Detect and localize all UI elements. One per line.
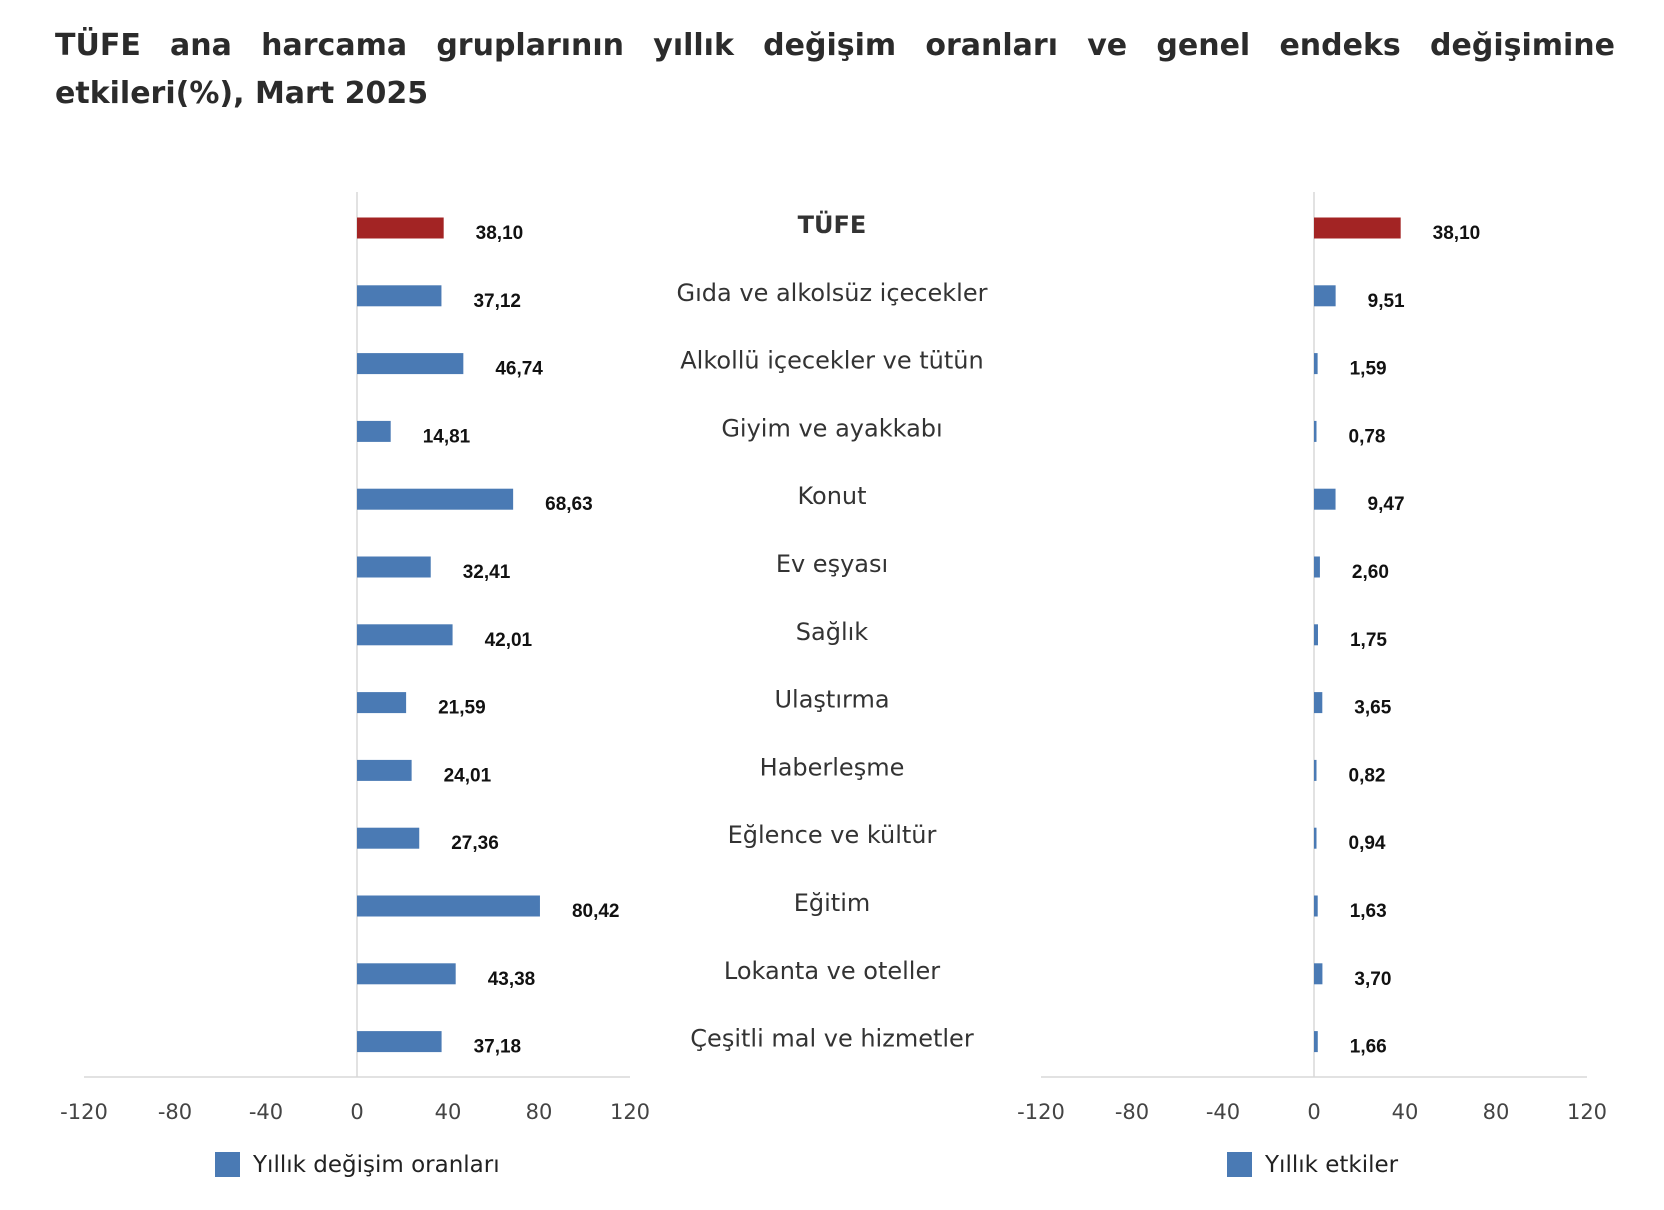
bar: [357, 963, 456, 985]
category-label: Çeşitli mal ve hizmetler: [690, 1025, 974, 1053]
data-label: 9,51: [1368, 291, 1405, 312]
data-label: 1,75: [1350, 630, 1387, 651]
bar: [1314, 624, 1318, 646]
legend-swatch: [1227, 1152, 1252, 1177]
category-label: TÜFE: [798, 209, 867, 239]
data-label: 2,60: [1352, 562, 1389, 583]
bar: [357, 759, 412, 781]
category-label: Sağlık: [796, 618, 869, 646]
category-label: Gıda ve alkolsüz içecekler: [677, 279, 988, 307]
x-tick-label: -120: [1017, 1100, 1065, 1124]
category-label: Lokanta ve oteller: [724, 957, 940, 985]
bar: [357, 353, 464, 375]
bar: [1314, 759, 1317, 781]
category-label: Giyim ve ayakkabı: [721, 414, 942, 442]
data-label: 38,10: [476, 223, 524, 244]
bar: [1314, 692, 1323, 714]
data-label: 0,94: [1349, 833, 1386, 854]
bar: [1314, 556, 1320, 578]
category-label: Haberleşme: [760, 753, 905, 781]
data-label: 46,74: [495, 359, 543, 380]
bar: [357, 420, 391, 442]
data-label: 27,36: [451, 833, 499, 854]
data-label: 68,63: [545, 494, 593, 515]
data-label: 1,66: [1350, 1037, 1387, 1058]
category-label: Alkollü içecekler ve tütün: [680, 347, 983, 375]
bar: [1314, 895, 1318, 917]
category-label: Konut: [797, 482, 866, 510]
chart-title: TÜFE ana harcama gruplarının yıllık deği…: [55, 28, 1615, 111]
legend-label: Yıllık değişim oranları: [252, 1152, 500, 1178]
category-label: Ev eşyası: [776, 550, 888, 578]
bar: [1314, 353, 1318, 375]
data-label: 0,82: [1349, 765, 1386, 786]
bar: [357, 1031, 442, 1053]
bar-tufe: [357, 217, 444, 239]
category-label: Eğitim: [794, 889, 871, 917]
data-label: 3,65: [1354, 698, 1391, 719]
data-label: 24,01: [444, 765, 492, 786]
data-label: 37,18: [474, 1037, 522, 1058]
data-label: 21,59: [438, 698, 486, 719]
data-label: 9,47: [1368, 494, 1405, 515]
category-label: Eğlence ve kültür: [728, 821, 937, 849]
bar: [357, 692, 407, 714]
bar: [1314, 1031, 1318, 1053]
data-label: 32,41: [463, 562, 511, 583]
data-label: 1,59: [1350, 359, 1387, 380]
x-tick-label: -40: [1206, 1100, 1240, 1124]
x-tick-label: 80: [526, 1100, 553, 1124]
x-tick-label: 0: [350, 1100, 363, 1124]
data-label: 0,78: [1349, 426, 1386, 447]
data-label: 3,70: [1354, 969, 1391, 990]
bar: [357, 895, 540, 917]
bar: [357, 488, 514, 510]
bar: [1314, 285, 1336, 307]
legend-swatch: [215, 1152, 240, 1177]
bar: [1314, 827, 1317, 849]
x-tick-label: 80: [1483, 1100, 1510, 1124]
data-label: 14,81: [423, 426, 471, 447]
x-tick-label: 0: [1307, 1100, 1320, 1124]
data-label: 80,42: [572, 901, 620, 922]
legend-label: Yıllık etkiler: [1264, 1152, 1399, 1178]
category-label: Ulaştırma: [774, 686, 889, 714]
x-tick-label: 40: [1392, 1100, 1419, 1124]
bar: [357, 556, 431, 578]
x-tick-label: -40: [249, 1100, 283, 1124]
bar-tufe: [1314, 217, 1401, 239]
x-tick-label: -120: [60, 1100, 108, 1124]
bar: [357, 827, 420, 849]
bar: [1314, 963, 1323, 985]
data-label: 43,38: [488, 969, 536, 990]
data-label: 1,63: [1350, 901, 1387, 922]
bar: [1314, 420, 1317, 442]
x-tick-label: 40: [435, 1100, 462, 1124]
x-tick-label: -80: [158, 1100, 192, 1124]
data-label: 38,10: [1433, 223, 1481, 244]
bar: [1314, 488, 1336, 510]
data-label: 42,01: [485, 630, 533, 651]
x-tick-label: 120: [1567, 1100, 1607, 1124]
x-tick-label: 120: [610, 1100, 650, 1124]
bar: [357, 624, 453, 646]
data-label: 37,12: [473, 291, 521, 312]
bar: [357, 285, 442, 307]
x-tick-label: -80: [1115, 1100, 1149, 1124]
